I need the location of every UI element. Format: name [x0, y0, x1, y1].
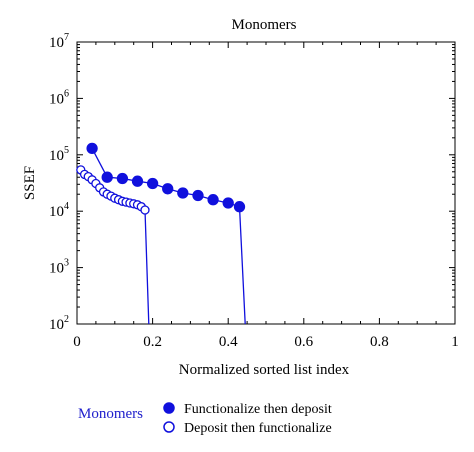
x-axis: 0 0.2 0.4 0.6 0.8 1 [73, 42, 459, 350]
chart-title: Monomers [232, 17, 297, 33]
data-point [222, 197, 234, 209]
legend-label-deposit-then-functionalize: Deposit then functionalize [184, 421, 332, 436]
data-point [86, 142, 98, 155]
legend-label-functionalize-then-deposit: Functionalize then deposit [184, 402, 332, 417]
series-layer [76, 142, 246, 325]
x-tick-label: 0.4 [219, 334, 238, 350]
data-point [207, 194, 219, 206]
y-tick-label: 104 [49, 201, 69, 220]
series-deposit-then-functionalize [76, 165, 150, 325]
y-tick-label: 105 [49, 145, 69, 164]
x-axis-label: Normalized sorted list index [179, 362, 350, 378]
legend-marker-open [163, 421, 175, 433]
data-point [116, 172, 129, 185]
x-tick-label: 1 [451, 334, 459, 350]
y-tick-label: 102 [49, 314, 69, 333]
y-axis: 102 103 104 105 106 107 [49, 32, 455, 333]
legend-marker-filled [163, 402, 175, 414]
series-functionalize-then-deposit [86, 142, 246, 325]
x-tick-label: 0.6 [294, 334, 313, 350]
y-axis-label: SSEF [22, 166, 38, 200]
x-tick-label: 0 [73, 334, 81, 350]
data-point [101, 171, 113, 183]
x-tick-label: 0.8 [370, 334, 389, 350]
data-point [146, 177, 159, 190]
data-point [177, 187, 189, 199]
y-tick-label: 103 [49, 258, 69, 277]
series-line [80, 169, 150, 325]
data-point [140, 205, 150, 215]
legend: Monomers Functionalize then deposit Depo… [78, 402, 332, 436]
data-point [162, 183, 174, 195]
y-tick-label: 107 [49, 32, 69, 51]
y-tick-label: 106 [49, 88, 69, 107]
legend-group-label: Monomers [78, 406, 143, 422]
data-point [192, 189, 204, 202]
series-line [91, 148, 246, 325]
data-point [131, 175, 144, 187]
x-tick-label: 0.2 [143, 334, 162, 350]
data-point [233, 201, 246, 213]
